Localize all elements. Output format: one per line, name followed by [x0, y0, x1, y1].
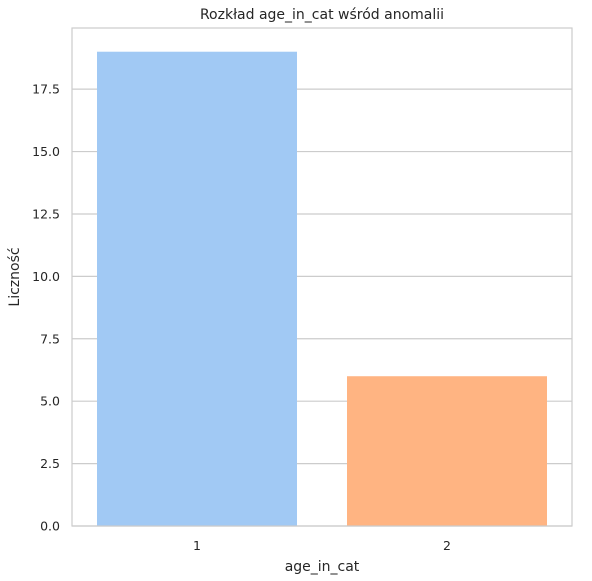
- y-tick-label: 7.5: [40, 331, 60, 346]
- x-tick-label: 2: [443, 538, 451, 553]
- y-tick-label: 12.5: [32, 206, 60, 221]
- y-tick-labels: 0.0 2.5 5.0 7.5 10.0 12.5 15.0 17.5: [32, 82, 60, 534]
- y-tick-label: 17.5: [32, 82, 60, 97]
- x-tick-label: 1: [193, 538, 201, 553]
- y-tick-label: 0.0: [40, 519, 60, 534]
- x-axis-label: age_in_cat: [285, 559, 360, 575]
- y-axis-label: Liczność: [7, 247, 23, 306]
- y-tick-label: 5.0: [40, 394, 60, 409]
- bar-1: [97, 52, 297, 526]
- y-tick-label: 15.0: [32, 144, 60, 159]
- y-tick-label: 10.0: [32, 269, 60, 284]
- bars: [97, 52, 547, 526]
- bar-2: [347, 376, 547, 526]
- chart-title: Rozkład age_in_cat wśród anomalii: [200, 7, 444, 23]
- y-tick-label: 2.5: [40, 456, 60, 471]
